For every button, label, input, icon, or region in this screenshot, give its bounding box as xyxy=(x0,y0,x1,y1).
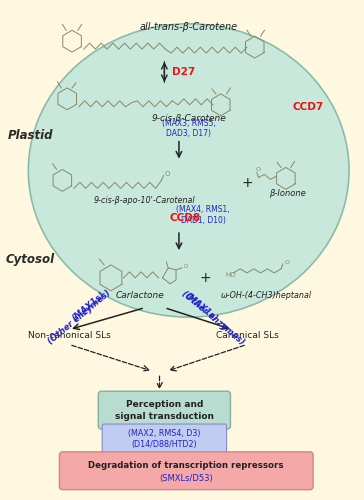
Ellipse shape xyxy=(28,24,349,317)
Text: +: + xyxy=(199,271,211,285)
Text: ω-OH-(4-CH3)heptanal: ω-OH-(4-CH3)heptanal xyxy=(221,291,312,300)
Text: Cytosol: Cytosol xyxy=(6,254,55,266)
Text: O: O xyxy=(184,264,188,270)
Text: Canonical SLs: Canonical SLs xyxy=(215,331,278,340)
FancyBboxPatch shape xyxy=(59,452,313,490)
Text: Carlactone: Carlactone xyxy=(116,291,165,300)
Text: (MAX2, RMS4, D3)
(D14/D88/HTD2): (MAX2, RMS4, D3) (D14/D88/HTD2) xyxy=(128,428,201,450)
Text: Plastid: Plastid xyxy=(8,129,53,142)
FancyBboxPatch shape xyxy=(102,424,226,454)
FancyBboxPatch shape xyxy=(98,391,230,429)
Text: (MAX1s): (MAX1s) xyxy=(183,290,219,323)
Text: β-Ionone: β-Ionone xyxy=(269,189,306,198)
Text: Non-canonical SLs: Non-canonical SLs xyxy=(28,331,111,340)
Text: O: O xyxy=(256,167,261,172)
Text: (Other enzymes): (Other enzymes) xyxy=(180,289,246,346)
Text: Perception and
signal transduction: Perception and signal transduction xyxy=(115,400,214,420)
Text: O: O xyxy=(165,172,170,177)
Text: 9-cis-β-apo-10'-Carotenal: 9-cis-β-apo-10'-Carotenal xyxy=(94,196,196,205)
Text: (MAX3, RMS5,
DAD3, D17): (MAX3, RMS5, DAD3, D17) xyxy=(162,119,215,139)
Text: O: O xyxy=(285,260,290,266)
Text: D27: D27 xyxy=(172,67,195,77)
Text: CCD8: CCD8 xyxy=(169,213,200,223)
Text: +: + xyxy=(241,176,253,190)
FancyBboxPatch shape xyxy=(6,0,364,500)
Text: Degradation of transcription repressors: Degradation of transcription repressors xyxy=(88,462,284,470)
Text: CCD7: CCD7 xyxy=(293,102,324,112)
Text: (MAX4, RMS1,
DAD1, D10): (MAX4, RMS1, DAD1, D10) xyxy=(177,206,230,225)
Text: HO: HO xyxy=(226,272,236,278)
Text: all-trans-β-Carotene: all-trans-β-Carotene xyxy=(140,22,238,32)
Text: 9-cis-β-Carotene: 9-cis-β-Carotene xyxy=(151,114,226,123)
Text: (SMXLs/D53): (SMXLs/D53) xyxy=(159,474,213,483)
Text: (MAX1s): (MAX1s) xyxy=(70,290,107,323)
Text: (Other enzymes): (Other enzymes) xyxy=(46,289,112,346)
